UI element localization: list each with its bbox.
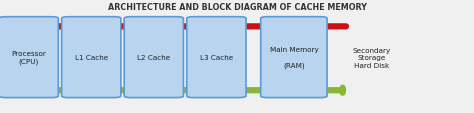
FancyBboxPatch shape <box>62 18 121 98</box>
Text: Secondary
Storage
Hard Disk: Secondary Storage Hard Disk <box>353 47 391 68</box>
FancyBboxPatch shape <box>187 18 246 98</box>
FancyBboxPatch shape <box>261 18 327 98</box>
Text: L1 Cache: L1 Cache <box>74 55 108 61</box>
Text: Main Memory

(RAM): Main Memory (RAM) <box>270 47 318 68</box>
FancyBboxPatch shape <box>124 18 183 98</box>
FancyBboxPatch shape <box>0 18 58 98</box>
Text: Processor
(CPU): Processor (CPU) <box>11 51 46 65</box>
Text: ARCHITECTURE AND BLOCK DIAGRAM OF CACHE MEMORY: ARCHITECTURE AND BLOCK DIAGRAM OF CACHE … <box>108 3 366 12</box>
Text: L3 Cache: L3 Cache <box>200 55 233 61</box>
Text: L2 Cache: L2 Cache <box>137 55 171 61</box>
